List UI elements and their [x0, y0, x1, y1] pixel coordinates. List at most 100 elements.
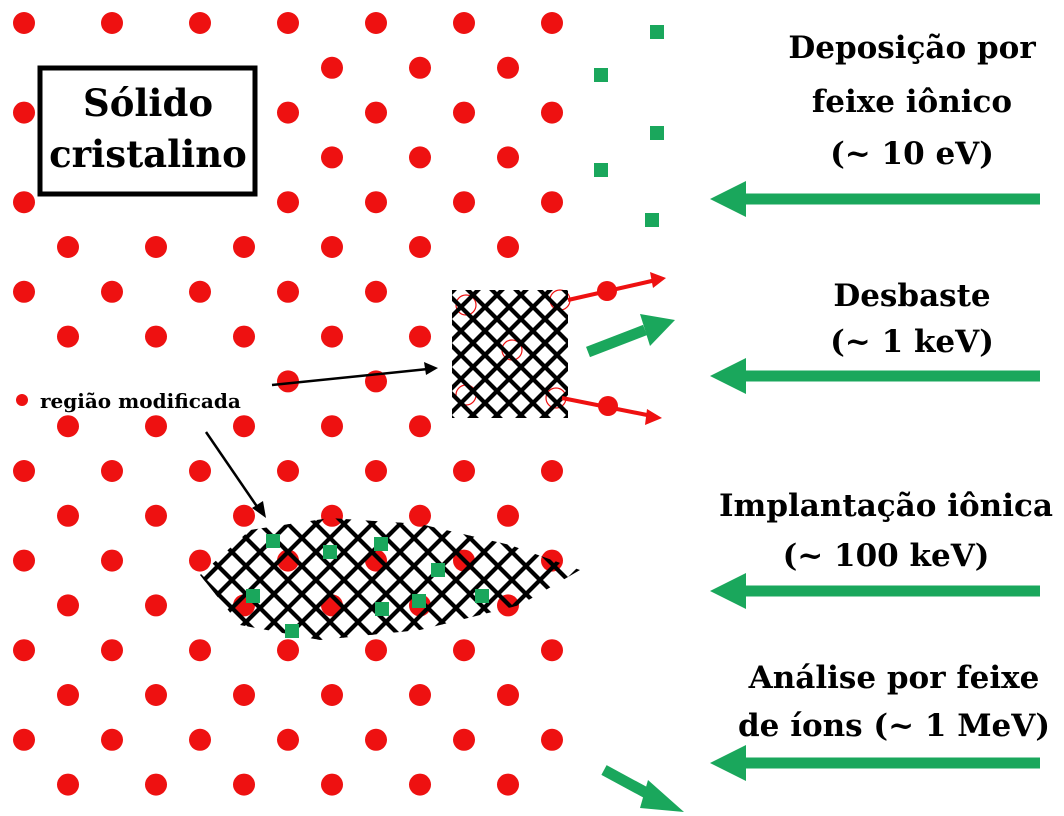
lattice-atom: [189, 280, 211, 303]
lattice-atom: [57, 236, 79, 258]
process-sputtering-label: Desbaste (~ 1 keV): [830, 278, 994, 360]
process-analysis-line1: Análise por feixe: [748, 660, 1040, 696]
lattice-atom: [277, 460, 299, 482]
hatch-line: [528, 290, 568, 418]
hatch-line: [552, 290, 568, 418]
lattice-atom: [277, 101, 299, 124]
hatch-line: [440, 518, 580, 640]
pointer-to-sputter-region: [271, 367, 429, 387]
hatch-line: [524, 518, 580, 640]
lattice-atom: [541, 12, 563, 34]
lattice-atom: [13, 728, 35, 751]
lattice-atom: [13, 101, 35, 124]
lattice-atom: [57, 684, 79, 706]
lattice-atom: [409, 415, 431, 438]
hatch-line: [452, 290, 562, 418]
lattice-atom: [57, 504, 79, 527]
hatch-line: [504, 290, 568, 418]
implanted-ion: [246, 589, 260, 603]
lattice-atom: [365, 728, 387, 751]
lattice-atom: [277, 370, 299, 393]
lattice-atom: [233, 415, 255, 438]
hatch-line: [452, 290, 568, 418]
hatch-line: [582, 510, 722, 650]
lattice-atom: [101, 280, 123, 303]
lattice-atom: [321, 325, 343, 348]
lattice-atom: [409, 504, 431, 527]
lattice-atom: [277, 639, 299, 662]
lattice-atom: [497, 684, 519, 706]
hatch-line: [452, 290, 466, 418]
hatch-line: [528, 290, 568, 418]
lattice-atom: [233, 236, 255, 258]
solid-label-line1: Sólido: [83, 81, 213, 125]
beam-arrow-deposition: [710, 181, 1040, 217]
lattice-atom: [453, 191, 475, 214]
implanted-ion: [323, 545, 337, 559]
beam-arrow-sputtering: [710, 358, 1040, 394]
label-bullet: [16, 394, 28, 406]
lattice-atom: [145, 504, 167, 527]
hatch-line: [290, 280, 440, 430]
sputtered-atoms: [561, 272, 666, 425]
lattice-atom: [13, 460, 35, 482]
lattice-atom: [13, 549, 35, 572]
lattice-atom: [541, 728, 563, 751]
lattice-atom: [453, 460, 475, 482]
process-implantation-label: Implantação iônica (~ 100 keV): [719, 488, 1053, 574]
lattice-atom: [13, 12, 35, 34]
lattice-atom: [233, 325, 255, 348]
process-deposition-line3: (~ 10 eV): [830, 136, 994, 172]
hatch-line: [290, 280, 440, 430]
lattice-atom: [541, 191, 563, 214]
lattice-atom: [277, 280, 299, 303]
lattice-atom: [497, 56, 519, 79]
process-implantation-line1: Implantação iônica: [719, 488, 1053, 524]
process-sputtering-line2: (~ 1 keV): [830, 324, 994, 360]
lattice-atom: [541, 460, 563, 482]
hatch-line: [50, 510, 190, 650]
process-analysis-line2: de íons (~ 1 MeV): [738, 708, 1050, 744]
process-sputtering-line1: Desbaste: [833, 278, 990, 314]
deposited-ion: [594, 68, 608, 82]
lattice-atom: [409, 56, 431, 79]
lattice-atom: [57, 773, 79, 796]
modified-region-annotation: região modificada: [16, 362, 438, 518]
lattice-atom: [189, 639, 211, 662]
process-deposition-label: Deposição por feixe iônico (~ 10 eV): [788, 30, 1036, 172]
hatch-line: [200, 518, 248, 640]
hatch-line: [200, 518, 220, 640]
lattice-atom: [365, 191, 387, 214]
sputter-damage-region: [290, 280, 568, 430]
hatch-line: [200, 518, 220, 640]
hatch-line: [552, 518, 580, 640]
hatch-line: [480, 290, 568, 418]
implanted-damage-region: [50, 510, 722, 650]
lattice-atom: [321, 504, 343, 527]
hatch-line: [328, 518, 472, 640]
lattice-atom: [409, 236, 431, 258]
lattice-atom: [277, 728, 299, 751]
lattice-atom: [453, 12, 475, 34]
hatch-line: [244, 518, 388, 640]
lattice-atom: [365, 101, 387, 124]
hatch-line: [524, 518, 580, 640]
hatch-line: [468, 518, 580, 640]
lattice-atom: [497, 504, 519, 527]
lattice-atom: [101, 639, 123, 662]
lattice-atom: [409, 146, 431, 169]
hatch-line: [456, 290, 568, 418]
hatch-line: [582, 510, 722, 650]
displaced-site: [455, 294, 477, 316]
lattice-atom: [321, 146, 343, 169]
lattice-atom: [321, 415, 343, 438]
process-analysis-label: Análise por feixe de íons (~ 1 MeV): [738, 660, 1050, 744]
lattice-atom: [541, 549, 563, 572]
process-implantation-line2: (~ 100 keV): [783, 538, 990, 574]
implanted-ion: [431, 563, 445, 577]
lattice-atom: [409, 325, 431, 348]
lattice-atom: [453, 639, 475, 662]
solid-label-box: Sólido cristalino: [37, 65, 258, 197]
lattice-atom: [497, 773, 519, 796]
implanted-ion: [412, 594, 426, 608]
